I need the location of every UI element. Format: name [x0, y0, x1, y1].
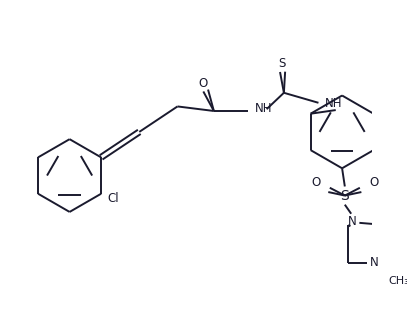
Text: NH: NH	[325, 97, 342, 110]
Text: S: S	[278, 57, 286, 70]
Text: Cl: Cl	[107, 192, 119, 205]
Text: N: N	[370, 256, 378, 270]
Text: N: N	[348, 214, 357, 228]
Text: S: S	[340, 189, 349, 203]
Text: O: O	[369, 176, 379, 189]
Text: NH: NH	[255, 102, 272, 115]
Text: O: O	[311, 176, 320, 189]
Text: O: O	[198, 77, 208, 90]
Text: CH₃: CH₃	[388, 276, 407, 286]
